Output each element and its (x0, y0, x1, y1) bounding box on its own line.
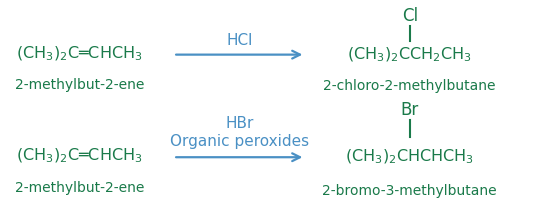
Text: 2-methylbut-2-ene: 2-methylbut-2-ene (15, 78, 145, 92)
Text: Organic peroxides: Organic peroxides (170, 134, 309, 149)
Text: HCl: HCl (226, 33, 252, 48)
Text: HBr: HBr (225, 116, 254, 131)
Text: Cl: Cl (402, 7, 418, 25)
Text: (CH$_3$)$_2$C═CHCH$_3$: (CH$_3$)$_2$C═CHCH$_3$ (16, 147, 143, 165)
Text: (CH$_3$)$_2$C═CHCH$_3$: (CH$_3$)$_2$C═CHCH$_3$ (16, 44, 143, 63)
Text: (CH$_3$)$_2$CHCHCH$_3$: (CH$_3$)$_2$CHCHCH$_3$ (345, 148, 474, 166)
Text: (CH$_3$)$_2$CCH$_2$CH$_3$: (CH$_3$)$_2$CCH$_2$CH$_3$ (348, 45, 472, 64)
Text: Br: Br (400, 101, 419, 119)
Text: 2-methylbut-2-ene: 2-methylbut-2-ene (15, 182, 145, 195)
Text: 2-bromo-3-methylbutane: 2-bromo-3-methylbutane (322, 184, 497, 198)
Text: 2-chloro-2-methylbutane: 2-chloro-2-methylbutane (323, 79, 496, 93)
